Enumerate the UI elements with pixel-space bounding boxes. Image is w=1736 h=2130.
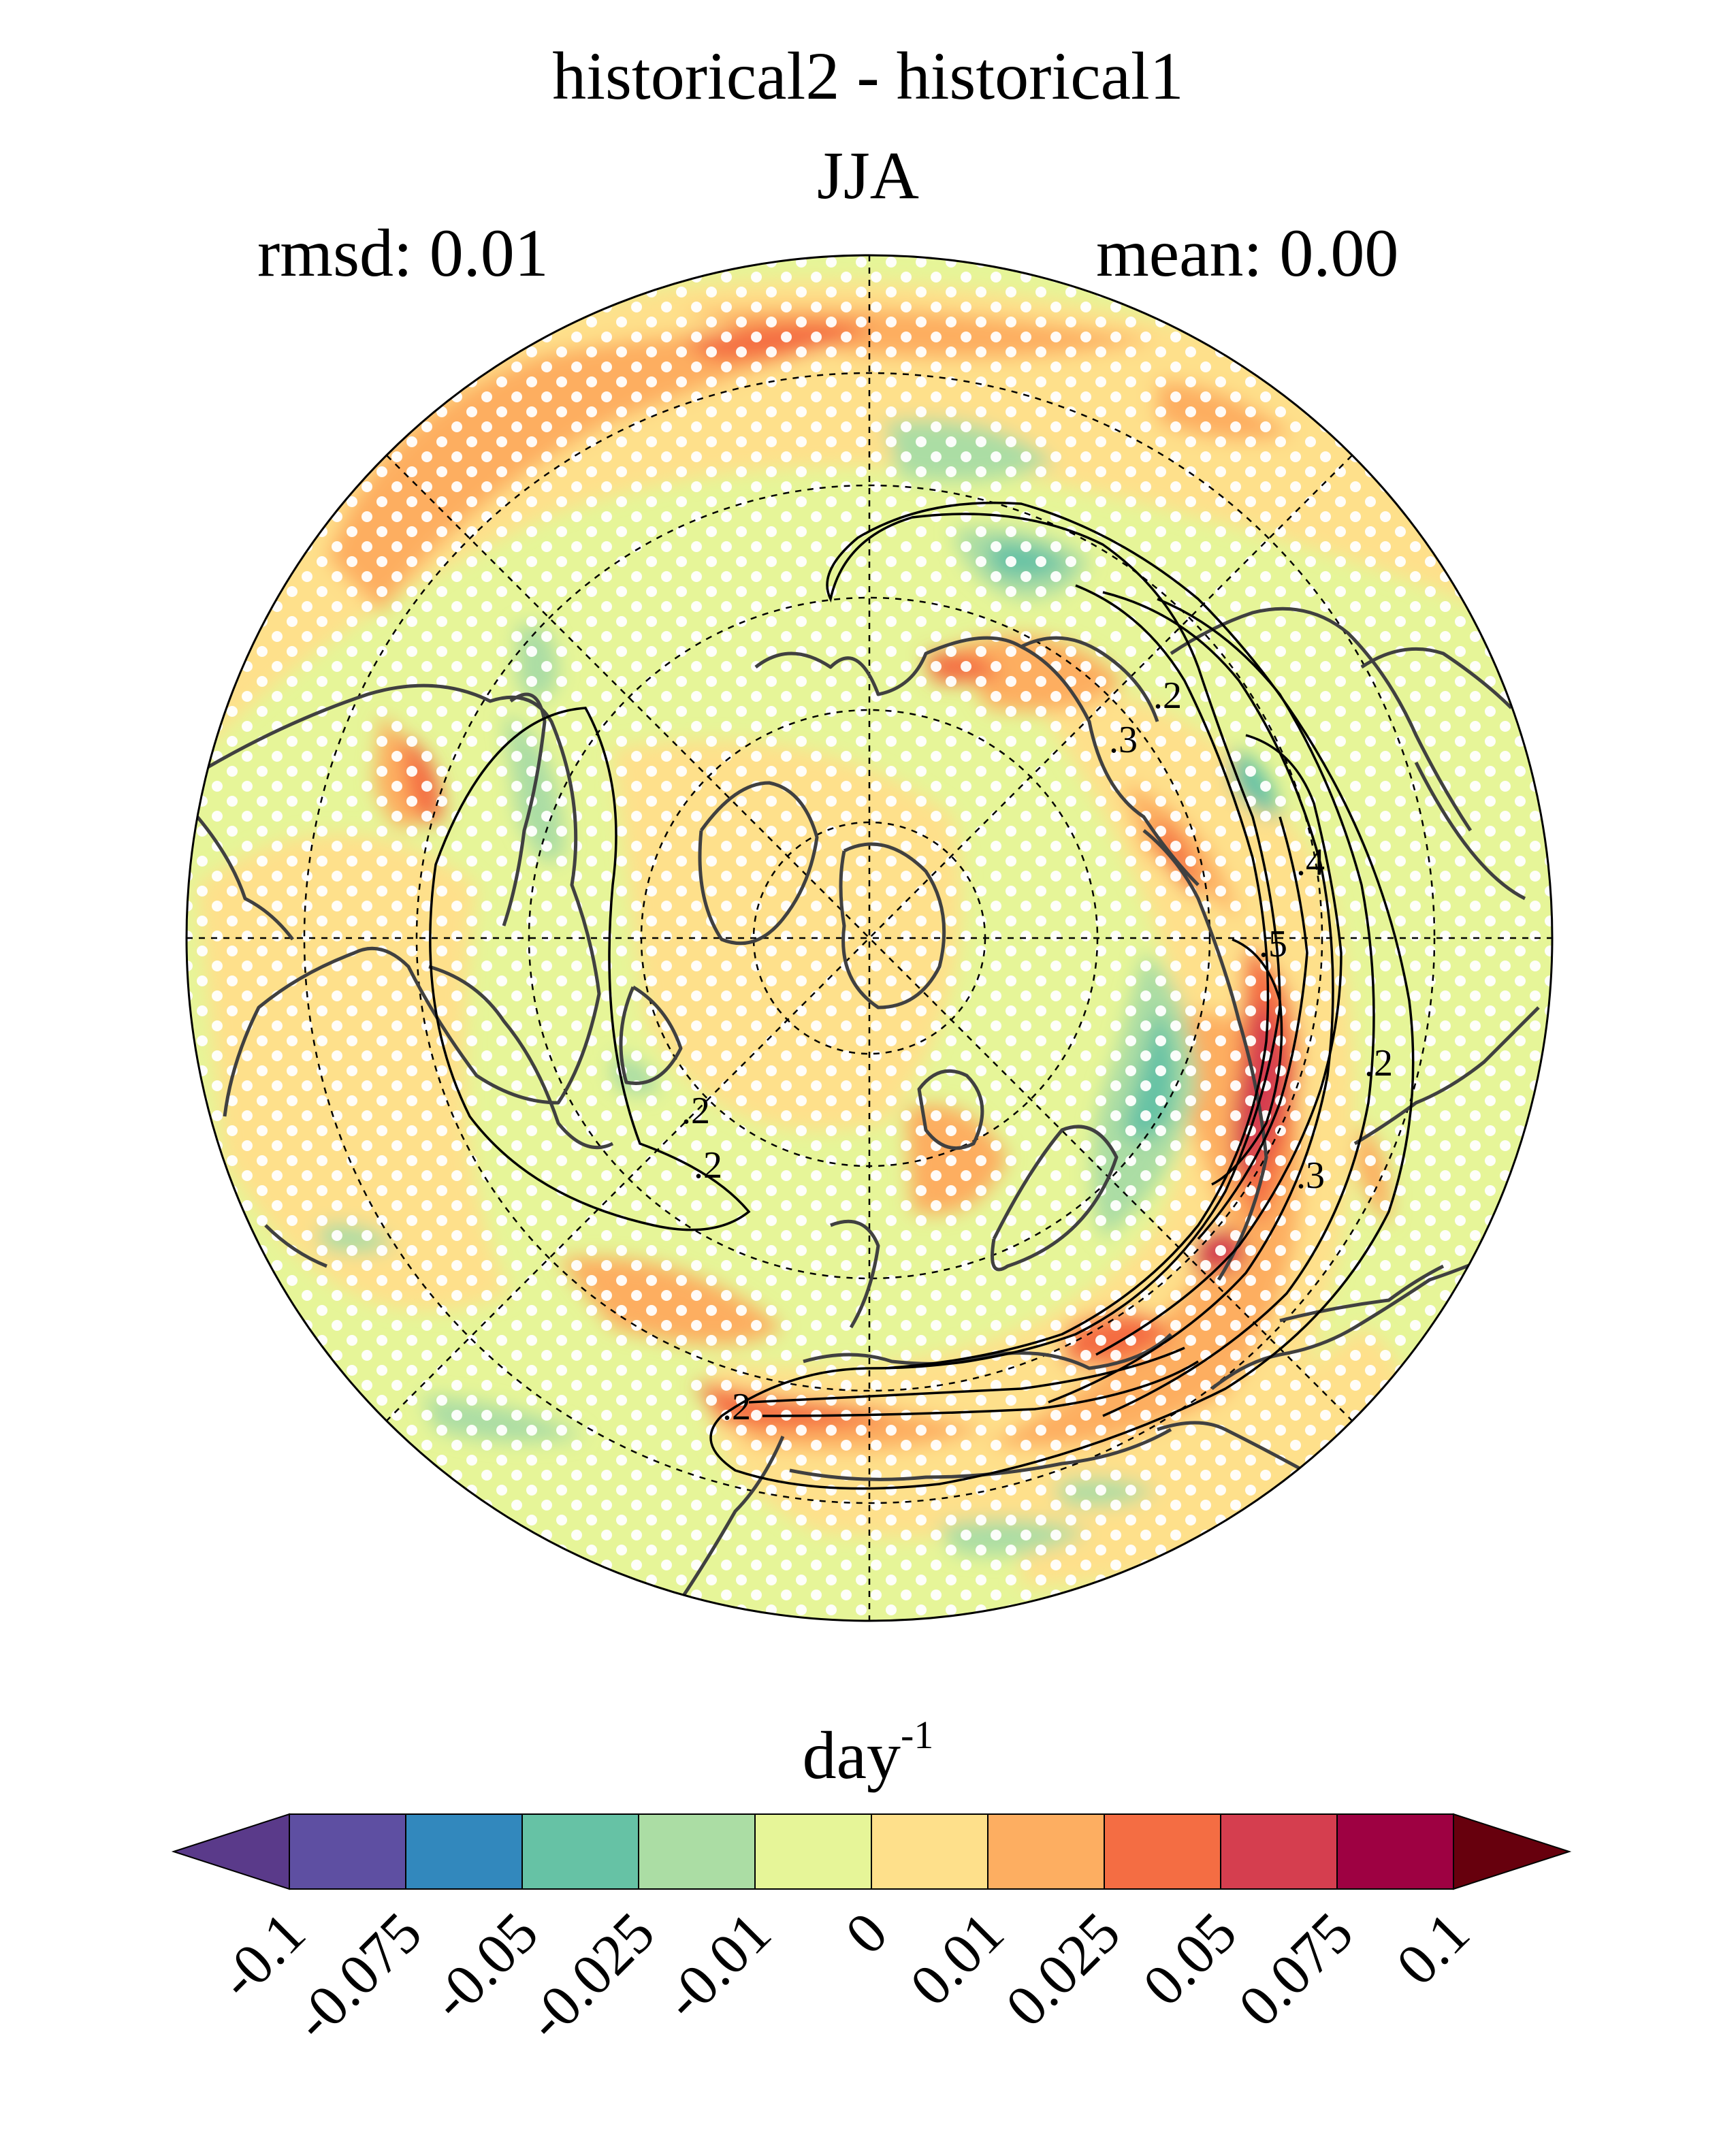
colorbar-tick-label: -0.075 [280, 1900, 434, 2053]
colorbar-tick-label: -0.01 [651, 1900, 784, 2033]
map-disk [187, 255, 1552, 1621]
colorbar-extend-min [171, 1813, 290, 1890]
colorbar-tick-label: 0.025 [993, 1900, 1133, 2039]
contour-label: .2 [1153, 675, 1182, 717]
colorbar-box [638, 1813, 756, 1890]
graticule [187, 255, 1552, 1621]
colorbar-tick-label: 0 [833, 1900, 899, 1967]
mean-contours [429, 501, 1415, 1490]
contour-label-group: .2 .3 .2 .4 .5 .2 .3 .2 .2 [681, 675, 1393, 1428]
contour-label: .5 [1259, 923, 1287, 965]
units-exponent: -1 [901, 1713, 934, 1757]
colorbar-tick-label: 0.01 [897, 1900, 1016, 2018]
contour-line [429, 707, 751, 1231]
contour-label: .2 [722, 1386, 751, 1428]
contour-line [709, 501, 1415, 1490]
contour-line [1102, 598, 1375, 1417]
contour-label: .4 [1296, 841, 1325, 884]
contour-line [1211, 938, 1283, 1186]
contour-line [762, 1360, 1199, 1417]
colorbar-box [987, 1813, 1105, 1890]
colorbar-tick-label: -0.025 [513, 1900, 666, 2053]
contour-line [1197, 816, 1308, 1240]
contour-label: .3 [1296, 1155, 1325, 1197]
contour-label: .2 [694, 1144, 722, 1187]
units-base: day [802, 1717, 901, 1793]
colorbar-units: day-1 [0, 1715, 1736, 1790]
colorbar-tick-label: 0.075 [1226, 1900, 1366, 2039]
colorbar-box [1104, 1813, 1221, 1890]
contour-line [884, 584, 1270, 1370]
colorbar-tick-labels: -0.1-0.075-0.05-0.025-0.01 00.010.0250.05… [206, 1900, 1481, 2053]
colorbar-tick-label: 0.05 [1130, 1900, 1249, 2018]
colorbar-box [871, 1813, 988, 1890]
colorbar-boxes [171, 1813, 1572, 1890]
mean-label: mean: 0.00 [1096, 215, 1399, 291]
colorbar-box [521, 1813, 639, 1890]
colorbar-box [405, 1813, 523, 1890]
contour-line [1095, 734, 1343, 1356]
contour-line [1048, 591, 1334, 1404]
colorbar-box [754, 1813, 872, 1890]
season-title: JJA [816, 138, 920, 213]
map-boundary [185, 254, 1554, 1622]
colorbar-box [1220, 1813, 1338, 1890]
colorbar-box [289, 1813, 406, 1890]
colorbar-extend-max [1453, 1813, 1572, 1890]
contour-label: .3 [1109, 719, 1138, 761]
colorbar-box [1336, 1813, 1454, 1890]
figure-title: historical2 - historical1 [552, 38, 1184, 114]
colorbar-tick-label: 0.1 [1384, 1900, 1482, 1998]
contour-label: .2 [681, 1090, 710, 1132]
contour-line [748, 1346, 1185, 1404]
contour-label: .2 [1364, 1042, 1393, 1084]
rmsd-label: rmsd: 0.01 [257, 215, 549, 291]
